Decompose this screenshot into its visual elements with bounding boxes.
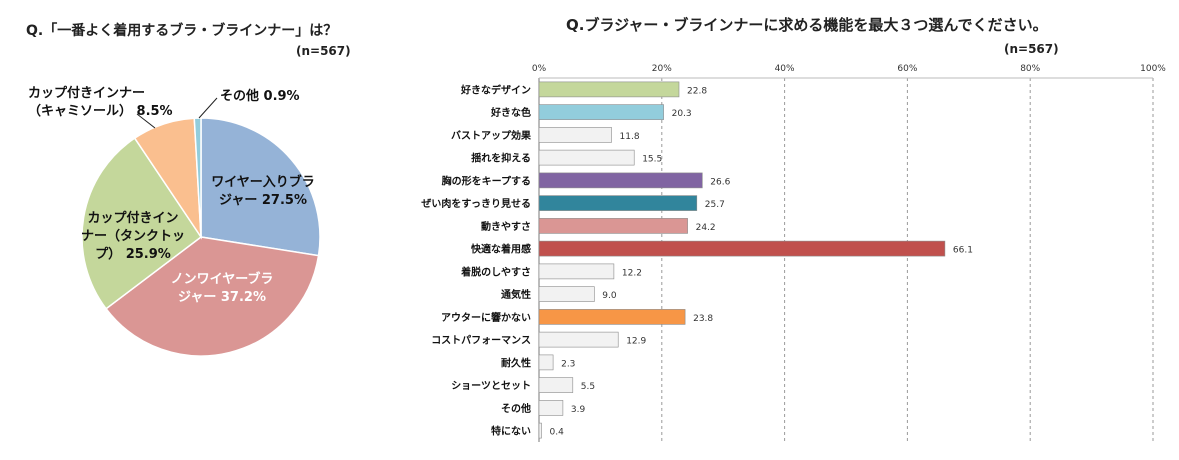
category-label: 耐久性 [501,356,531,369]
pie-slice-label: カップ付きインナー（キャミソール） 8.5% [28,85,173,119]
bar [538,218,688,234]
category-label: コストパフォーマンス [431,335,531,347]
category-label: 好きなデザイン [460,83,531,96]
bar [538,400,564,416]
bar [538,104,664,120]
category-label: 着脱のしやすさ [460,265,531,278]
x-tick-label: 40% [775,64,795,74]
pie-slice [200,117,321,257]
category-label: ショーツとセット [451,380,531,392]
x-tick-label: 60% [897,64,917,74]
category-label: 動きやすさ [481,220,531,233]
bar [538,195,698,211]
pie-slice [193,117,202,238]
bar [538,354,554,371]
pie-chart: ワイヤー入りブラジャー 27.5% ノンワイヤーブラジャー 37.2% カップ付きイ… [28,85,321,357]
value-label: 15.5 [642,155,662,165]
value-label: 2.3 [561,359,575,369]
category-label: 快適な着用感 [470,243,531,256]
pie-slice-label: ノンワイヤーブラジャー 37.2% [171,271,274,305]
value-label: 23.8 [693,314,713,324]
value-label: 24.2 [696,223,716,233]
value-label: 3.9 [571,405,586,415]
pie-slice [105,236,320,357]
bar [538,127,612,143]
value-label: 5.5 [581,382,595,392]
category-label: 胸の形をキープする [442,174,531,187]
value-label: 25.7 [705,200,725,210]
x-tick-label: 80% [1020,64,1040,74]
x-tick-label: 20% [652,64,672,74]
pie-slice [81,137,203,310]
value-label: 9.0 [602,291,617,301]
bar [538,240,946,257]
category-label: その他 [501,402,531,415]
pie-chart-title: Q.「一番よく着用するブラ・ブラインナー」は？ [26,23,338,39]
pie-leader-line [198,97,218,119]
value-label: 11.8 [620,132,640,142]
category-label: 揺れを抑える [471,152,531,165]
bar [538,81,680,98]
category-label: アウターに響かない [441,311,531,324]
bar [538,422,542,439]
x-tick-label: 0% [532,64,547,74]
value-label: 26.6 [710,177,730,187]
value-label: 12.9 [626,337,646,347]
bar [538,377,574,393]
value-label: 22.8 [687,86,707,96]
value-label: 20.3 [672,109,692,119]
value-label: 12.2 [622,268,642,278]
value-label: 0.4 [550,428,565,438]
value-label: 66.1 [953,246,973,256]
bar [538,263,615,280]
pie-slice-label: カップ付きインナー（タンクトップ） 25.9% [81,210,185,262]
bar [538,149,635,166]
category-label: バストアップ効果 [451,129,532,142]
category-label: ぜい肉をすっきり見せる [421,197,531,210]
bar-chart-title: Q.ブラジャー・ブラインナーに求める機能を最大３つ選んでください。 [566,16,1048,34]
x-tick-label: 100% [1140,64,1166,74]
bar [538,286,595,302]
category-label: 好きな色 [490,106,531,119]
pie-leader-line [136,113,156,129]
pie-slice-label: ワイヤー入りブラジャー 27.5% [211,174,315,208]
pie-slice-label: その他 0.9% [220,88,300,104]
bar [538,172,703,189]
bar-sample-size: (n=567) [1004,42,1059,56]
category-label: 通気性 [501,288,531,301]
bar [538,309,686,325]
bar [538,331,619,348]
category-label: 特にない [491,425,531,438]
pie-sample-size: (n=567) [296,44,351,58]
